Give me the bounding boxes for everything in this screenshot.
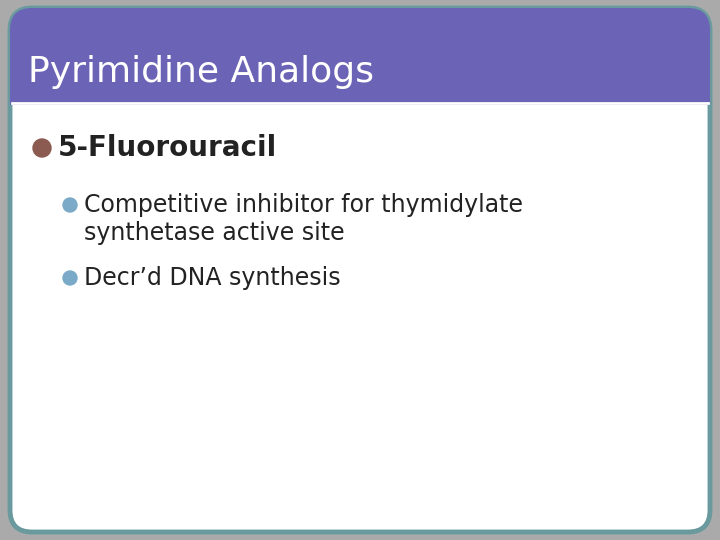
Text: Pyrimidine Analogs: Pyrimidine Analogs xyxy=(28,55,374,89)
Text: Decr’d DNA synthesis: Decr’d DNA synthesis xyxy=(84,266,341,290)
FancyBboxPatch shape xyxy=(10,8,710,532)
Circle shape xyxy=(33,139,51,157)
Text: Competitive inhibitor for thymidylate: Competitive inhibitor for thymidylate xyxy=(84,193,523,217)
FancyBboxPatch shape xyxy=(10,8,710,103)
FancyBboxPatch shape xyxy=(10,56,710,105)
Text: 5-Fluorouracil: 5-Fluorouracil xyxy=(58,134,277,162)
Text: synthetase active site: synthetase active site xyxy=(84,221,345,245)
Circle shape xyxy=(63,271,77,285)
Circle shape xyxy=(63,198,77,212)
